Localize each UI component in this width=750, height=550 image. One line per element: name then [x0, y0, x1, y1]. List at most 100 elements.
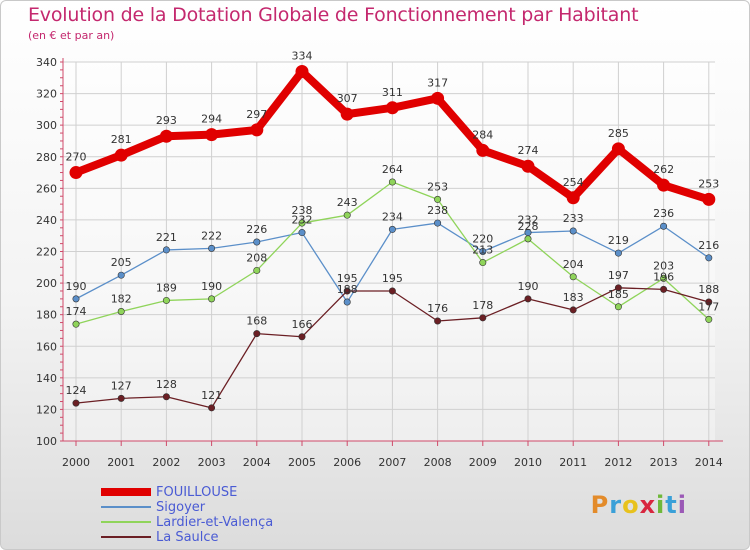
x-tick-label: 2009	[469, 456, 497, 469]
legend-swatch	[101, 536, 151, 538]
legend-swatch	[101, 488, 151, 496]
data-point	[705, 315, 713, 323]
data-point	[566, 191, 580, 205]
y-tick-label: 180	[36, 309, 57, 322]
data-point	[657, 178, 671, 192]
data-label: 189	[156, 281, 177, 294]
data-label: 128	[156, 378, 177, 391]
legend-label: Sigoyer	[156, 500, 206, 515]
x-tick-label: 2000	[62, 456, 90, 469]
data-point	[569, 306, 577, 314]
chart-subtitle: (en € et par an)	[28, 29, 115, 42]
data-point	[343, 287, 351, 295]
data-point	[162, 296, 170, 304]
data-point	[660, 285, 668, 293]
logo-letter: x	[639, 491, 657, 519]
data-point	[295, 64, 309, 78]
y-tick-label: 260	[36, 182, 57, 195]
data-label: 195	[337, 272, 358, 285]
data-label: 254	[563, 176, 584, 189]
data-label: 233	[563, 212, 584, 225]
data-point	[72, 399, 80, 407]
proxiti-logo: Proxiti	[591, 491, 687, 519]
data-label: 285	[608, 127, 629, 140]
x-tick-label: 2006	[333, 456, 361, 469]
data-point	[208, 244, 216, 252]
data-label: 183	[563, 291, 584, 304]
data-point	[114, 148, 128, 162]
data-point	[705, 254, 713, 262]
data-point	[434, 219, 442, 227]
y-tick-label: 140	[36, 372, 57, 385]
data-point	[388, 178, 396, 186]
data-point	[660, 222, 668, 230]
data-label: 204	[563, 258, 584, 271]
data-point	[702, 192, 716, 206]
logo-letter: t	[665, 491, 678, 519]
data-label: 238	[427, 204, 448, 217]
legend-label: Lardier-et-Valença	[156, 515, 274, 530]
x-tick-label: 2001	[107, 456, 135, 469]
data-label: 127	[111, 379, 132, 392]
data-label: 297	[246, 108, 267, 121]
data-label: 284	[472, 128, 493, 141]
data-point	[340, 107, 354, 121]
data-point	[434, 195, 442, 203]
y-tick-label: 300	[36, 119, 57, 132]
x-tick-label: 2005	[288, 456, 316, 469]
legend-swatch	[101, 521, 151, 523]
x-tick-label: 2002	[152, 456, 180, 469]
x-tick-label: 2014	[695, 456, 723, 469]
x-tick-label: 2007	[378, 456, 406, 469]
x-tick-label: 2011	[559, 456, 587, 469]
data-point	[660, 274, 668, 282]
data-label: 274	[518, 144, 539, 157]
legend-label: La Saulce	[156, 530, 219, 545]
data-point	[476, 143, 490, 157]
x-tick-label: 2008	[424, 456, 452, 469]
data-label: 264	[382, 163, 403, 176]
data-point	[69, 166, 83, 180]
data-label: 226	[246, 223, 267, 236]
data-point	[611, 142, 625, 156]
y-tick-label: 280	[36, 151, 57, 164]
data-point	[205, 128, 219, 142]
x-tick-label: 2012	[604, 456, 632, 469]
y-tick-label: 340	[36, 56, 57, 69]
data-point	[479, 248, 487, 256]
data-label: 185	[608, 288, 629, 301]
data-label: 253	[427, 180, 448, 193]
data-label: 190	[518, 280, 539, 293]
data-label: 216	[698, 239, 719, 252]
legend-swatch	[101, 506, 151, 508]
data-point	[431, 91, 445, 105]
x-tick-label: 2010	[514, 456, 542, 469]
data-label: 228	[518, 220, 539, 233]
data-point	[208, 404, 216, 412]
data-point	[298, 229, 306, 237]
y-tick-label: 160	[36, 340, 57, 353]
data-label: 166	[292, 318, 313, 331]
data-label: 174	[66, 305, 87, 318]
data-label: 205	[111, 256, 132, 269]
y-tick-label: 120	[36, 403, 57, 416]
data-label: 262	[653, 163, 674, 176]
data-point	[208, 295, 216, 303]
data-label: 121	[201, 389, 222, 402]
data-label: 188	[337, 283, 358, 296]
data-point	[159, 129, 173, 143]
data-label: 177	[698, 300, 719, 313]
data-point	[117, 308, 125, 316]
data-label: 222	[201, 229, 222, 242]
data-label: 178	[472, 299, 493, 312]
data-label: 219	[608, 234, 629, 247]
legend-label: FOUILLOUSE	[156, 485, 238, 500]
data-label: 307	[337, 92, 358, 105]
data-label: 196	[653, 270, 674, 283]
data-point	[524, 295, 532, 303]
data-label: 238	[292, 204, 313, 217]
logo-letter: i	[656, 491, 666, 519]
data-label: 124	[66, 384, 87, 397]
data-label: 213	[472, 244, 493, 257]
